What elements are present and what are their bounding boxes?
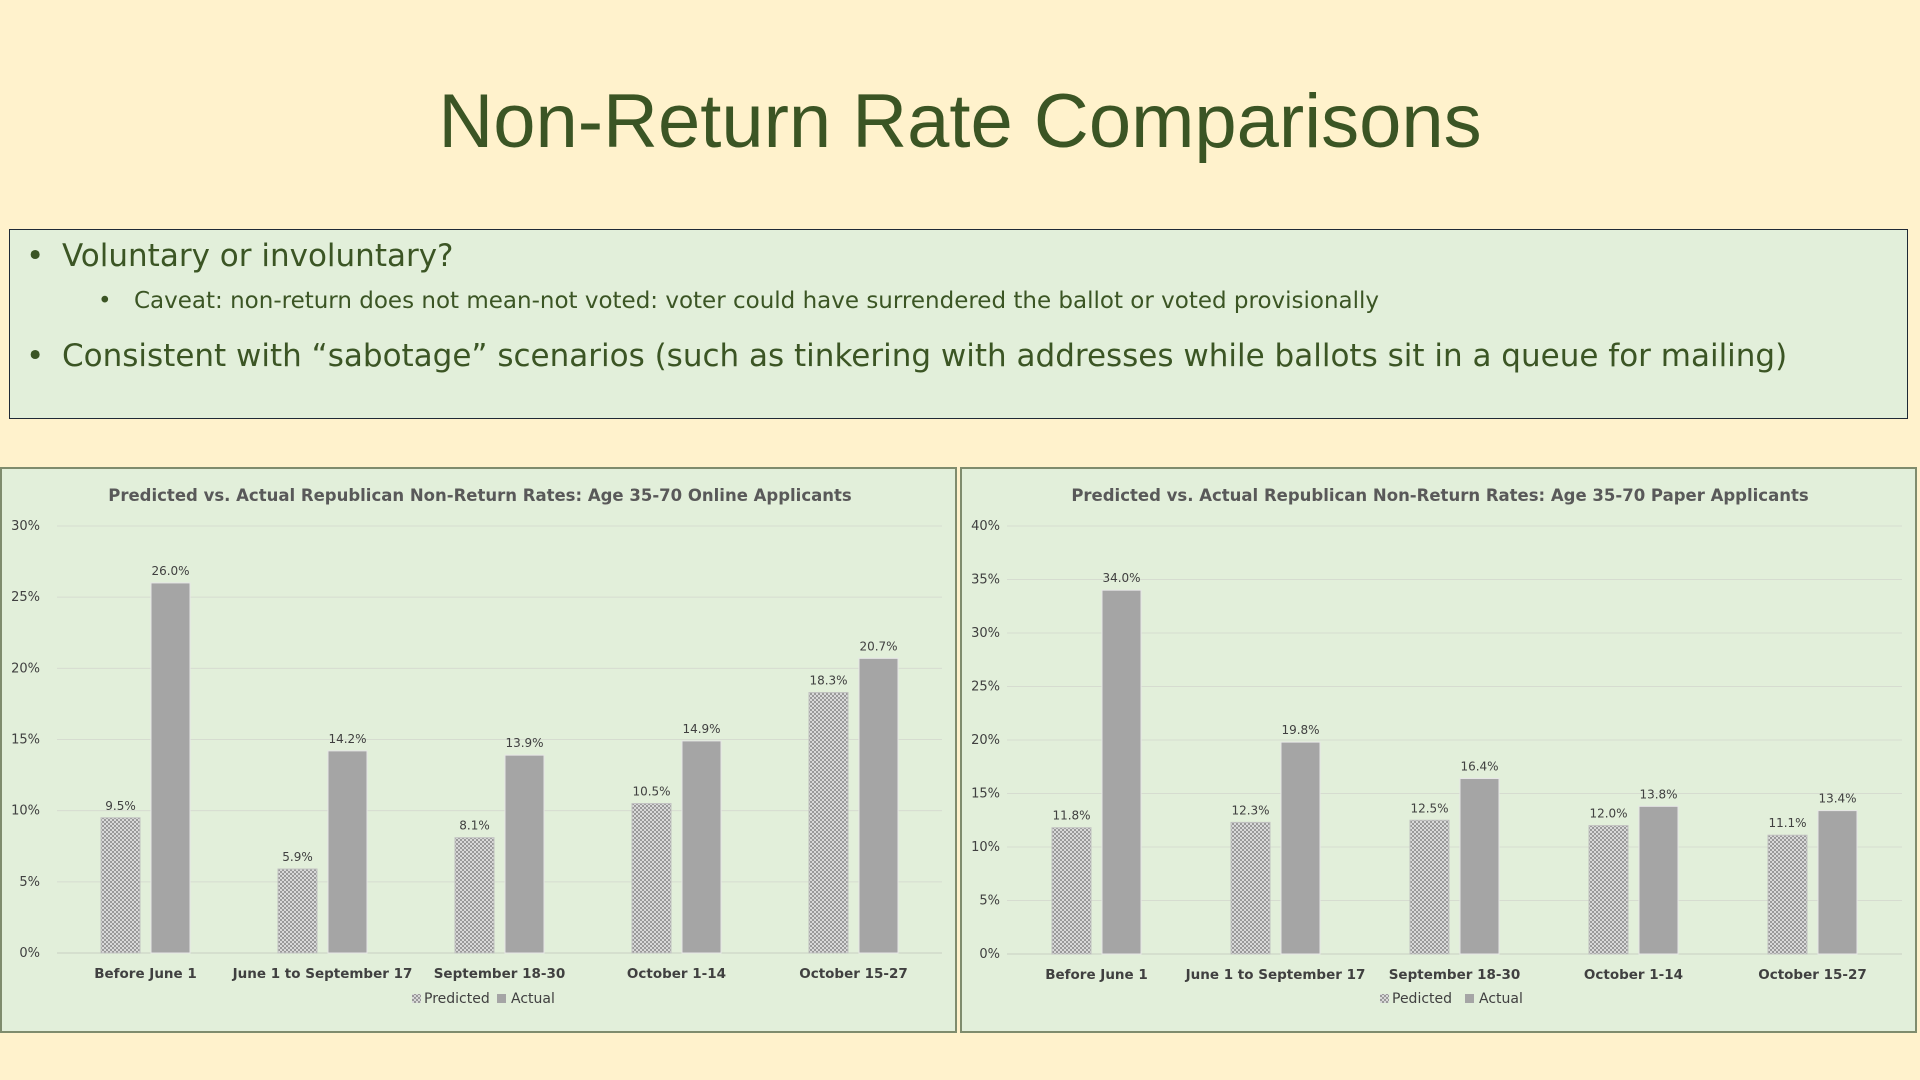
bullet-text-sabotage: Consistent with “sabotage” scenarios (su… — [62, 338, 1788, 374]
bullet-marker: • — [98, 288, 112, 314]
x-category-label: October 1-14 — [627, 966, 726, 982]
data-label: 13.9% — [505, 736, 543, 750]
bar-actual — [504, 754, 545, 954]
legend-label-predicted: Pedicted — [1392, 991, 1452, 1007]
x-category-label: October 15-27 — [1758, 967, 1867, 983]
bar-predicted — [1409, 819, 1450, 955]
bar-predicted — [631, 803, 672, 954]
bar-predicted — [1230, 821, 1271, 955]
legend-label-predicted: Predicted — [424, 991, 490, 1007]
data-label: 26.0% — [151, 564, 189, 578]
bar-actual — [327, 750, 368, 954]
bar-predicted — [1767, 834, 1808, 955]
y-tick-label: 15% — [11, 733, 40, 748]
bar-actual — [1101, 589, 1142, 955]
y-tick-label: 0% — [979, 947, 1000, 962]
bar-actual — [1638, 805, 1679, 955]
bar-actual — [1280, 741, 1321, 955]
bar-actual — [1459, 778, 1500, 955]
bar-actual — [150, 582, 191, 954]
x-category-label: October 1-14 — [1584, 967, 1683, 983]
y-tick-label: 15% — [971, 787, 1000, 802]
legend-label-actual: Actual — [511, 991, 555, 1007]
bullet-caveat: • Caveat: non-return does not mean-not vo… — [98, 288, 1379, 314]
x-category-label: September 18-30 — [434, 966, 566, 982]
x-category-label: October 15-27 — [799, 966, 908, 982]
bullet-sabotage: • Consistent with “sabotage” scenarios (s… — [26, 338, 1787, 374]
x-category-label: June 1 to September 17 — [1185, 967, 1366, 983]
bar-actual — [1817, 810, 1858, 955]
data-label: 34.0% — [1102, 571, 1140, 585]
y-tick-label: 40% — [971, 519, 1000, 534]
chart-paper-svg: Predicted vs. Actual Republican Non-Retu… — [971, 486, 1902, 1007]
y-tick-label: 30% — [11, 519, 40, 534]
x-category-label: June 1 to September 17 — [232, 966, 413, 982]
bar-predicted — [100, 817, 141, 954]
legend-swatch-predicted — [1380, 994, 1389, 1003]
data-label: 5.9% — [282, 850, 313, 864]
data-label: 11.8% — [1052, 809, 1090, 823]
y-tick-label: 5% — [979, 894, 1000, 909]
data-label: 13.8% — [1639, 787, 1677, 801]
bullet-marker: • — [26, 338, 45, 374]
bar-predicted — [277, 868, 318, 954]
data-label: 12.0% — [1589, 807, 1627, 821]
bullet-voluntary: • Voluntary or involuntary? — [26, 238, 454, 274]
y-tick-label: 25% — [971, 680, 1000, 695]
legend-swatch-predicted — [412, 994, 421, 1003]
data-label: 20.7% — [859, 639, 897, 653]
data-label: 12.3% — [1231, 803, 1269, 817]
y-tick-label: 10% — [971, 840, 1000, 855]
legend-swatch-actual — [1465, 994, 1474, 1003]
bar-actual — [681, 740, 722, 954]
y-tick-label: 5% — [19, 875, 40, 890]
x-category-label: Before June 1 — [94, 966, 197, 982]
data-label: 18.3% — [809, 674, 847, 688]
data-label: 19.8% — [1281, 723, 1319, 737]
data-label: 11.1% — [1768, 816, 1806, 830]
data-label: 12.5% — [1410, 801, 1448, 815]
data-label: 9.5% — [105, 799, 136, 813]
x-category-label: September 18-30 — [1389, 967, 1521, 983]
y-tick-label: 10% — [11, 804, 40, 819]
y-tick-label: 0% — [19, 946, 40, 961]
y-tick-label: 20% — [11, 661, 40, 676]
bullet-text-voluntary: Voluntary or involuntary? — [62, 238, 454, 274]
bar-predicted — [1588, 825, 1629, 955]
data-label: 14.9% — [682, 722, 720, 736]
data-label: 8.1% — [459, 819, 490, 833]
chart-paper-applicants: Predicted vs. Actual Republican Non-Retu… — [960, 467, 1917, 1033]
data-label: 16.4% — [1460, 760, 1498, 774]
bar-actual — [858, 657, 899, 954]
y-tick-label: 25% — [11, 590, 40, 605]
y-tick-label: 20% — [971, 733, 1000, 748]
chart-title: Predicted vs. Actual Republican Non-Retu… — [1071, 486, 1809, 505]
chart-online-applicants: Predicted vs. Actual Republican Non-Retu… — [0, 467, 957, 1033]
bullet-marker: • — [26, 238, 45, 274]
chart-online-svg: Predicted vs. Actual Republican Non-Retu… — [11, 486, 942, 1007]
legend-swatch-actual — [497, 994, 506, 1003]
bullet-box: • Voluntary or involuntary? • Caveat: non-… — [9, 229, 1908, 419]
data-label: 14.2% — [328, 732, 366, 746]
page-title: Non-Return Rate Comparisons — [438, 79, 1482, 164]
bar-predicted — [808, 692, 849, 954]
y-tick-label: 30% — [971, 626, 1000, 641]
data-label: 10.5% — [632, 785, 670, 799]
bullet-text-caveat: Caveat: non-return does not mean-not vot… — [134, 288, 1380, 314]
x-category-label: Before June 1 — [1045, 967, 1148, 983]
y-tick-label: 35% — [971, 573, 1000, 588]
bar-predicted — [454, 837, 495, 954]
legend-label-actual: Actual — [1479, 991, 1523, 1007]
chart-title: Predicted vs. Actual Republican Non-Retu… — [108, 486, 852, 505]
bar-predicted — [1051, 827, 1092, 955]
data-label: 13.4% — [1818, 792, 1856, 806]
